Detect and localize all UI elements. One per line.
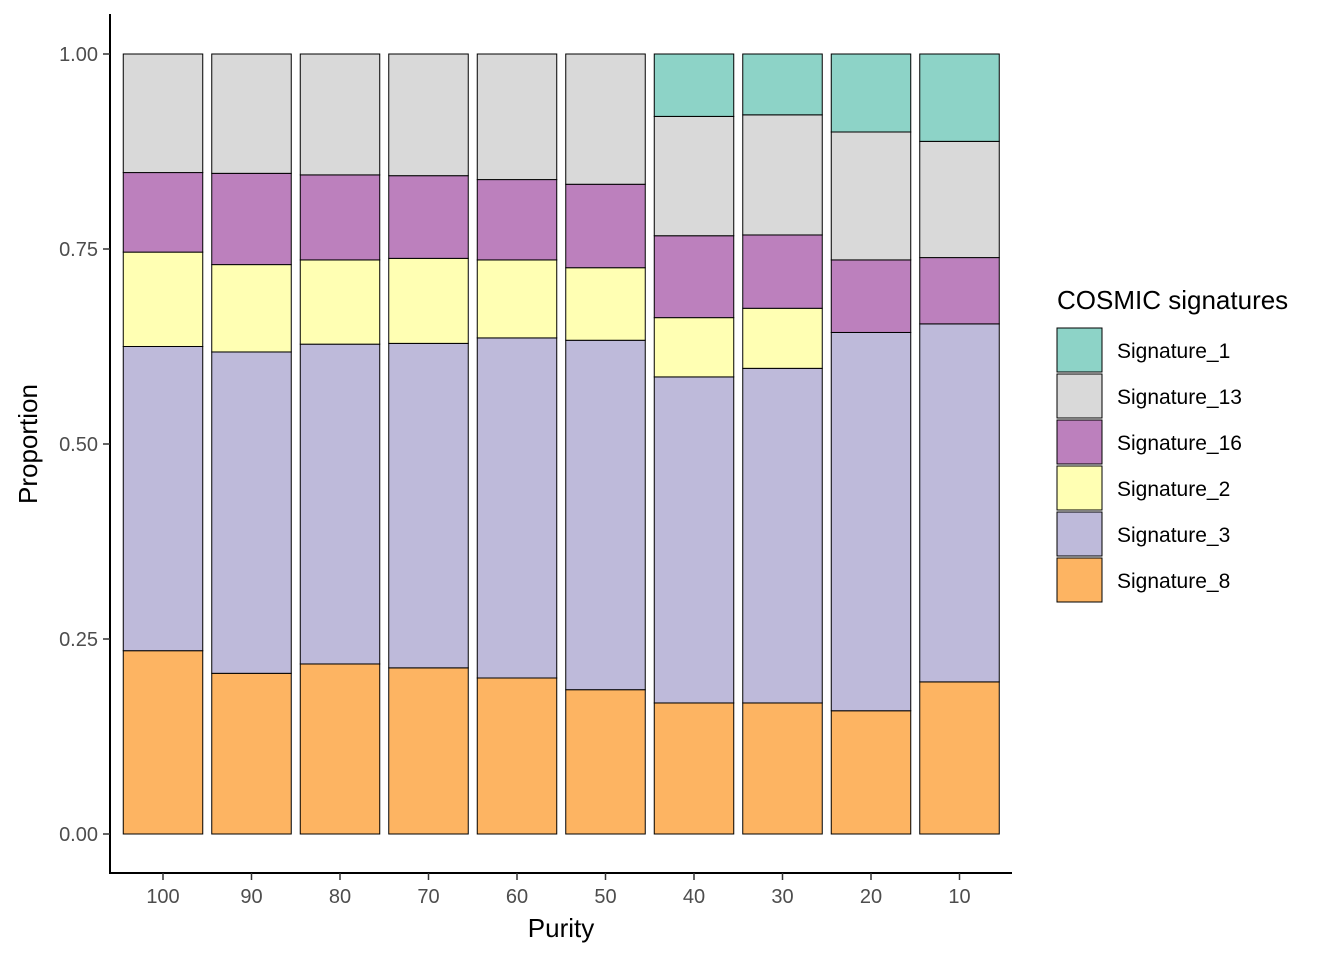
legend-key-signature-8 bbox=[1056, 557, 1103, 603]
y-tick-label: 0.50 bbox=[59, 434, 98, 456]
bar-segment-signature-16-purity-50 bbox=[565, 183, 646, 269]
bar-segment-signature-8-purity-70 bbox=[388, 667, 469, 835]
legend-key-signature-16 bbox=[1056, 419, 1103, 465]
bar-segment-signature-3-purity-30 bbox=[742, 367, 823, 704]
legend-label-signature-3: Signature_3 bbox=[1117, 524, 1230, 547]
bar-segment-signature-2-purity-100 bbox=[122, 251, 204, 347]
bar-segment-signature-2-purity-30 bbox=[742, 307, 823, 369]
y-tick-label: 0.25 bbox=[59, 629, 98, 651]
bars-layer bbox=[122, 53, 1000, 835]
x-axis-title: Purity bbox=[528, 913, 594, 943]
bar-segment-signature-13-purity-70 bbox=[388, 53, 469, 177]
y-tick-label: 0.75 bbox=[59, 239, 98, 261]
bar-segment-signature-2-purity-60 bbox=[476, 259, 558, 339]
bar-segment-signature-16-purity-90 bbox=[211, 172, 292, 266]
bar-segment-signature-16-purity-70 bbox=[388, 175, 469, 259]
y-tick-label: 1.00 bbox=[59, 44, 98, 66]
bar-segment-signature-3-purity-50 bbox=[565, 339, 646, 691]
x-tick-label: 40 bbox=[683, 886, 705, 908]
bar-segment-signature-13-purity-60 bbox=[476, 53, 558, 181]
y-ticks: 0.00 0.25 0.50 0.75 1.00 bbox=[59, 44, 110, 846]
bar-segment-signature-3-purity-10 bbox=[919, 323, 1000, 683]
bar-segment-signature-3-purity-70 bbox=[388, 342, 469, 669]
bar-segment-signature-13-purity-50 bbox=[565, 53, 646, 185]
x-ticks: 100 90 80 70 60 50 40 30 20 10 bbox=[146, 873, 971, 908]
x-tick-label: 60 bbox=[506, 886, 528, 908]
y-axis-title: Proportion bbox=[13, 384, 43, 504]
bar-segment-signature-2-purity-90 bbox=[211, 264, 292, 353]
bar-segment-signature-8-purity-60 bbox=[476, 677, 558, 835]
x-tick-label: 100 bbox=[146, 886, 179, 908]
x-tick-label: 90 bbox=[240, 886, 262, 908]
bar-segment-signature-13-purity-10 bbox=[919, 140, 1000, 259]
bar-segment-signature-8-purity-50 bbox=[565, 689, 646, 835]
bar-segment-signature-1-purity-20 bbox=[830, 53, 912, 133]
bar-segment-signature-16-purity-80 bbox=[299, 174, 381, 261]
bar-segment-signature-13-purity-20 bbox=[830, 131, 912, 261]
y-tick-label: 0.00 bbox=[59, 824, 98, 846]
bar-segment-signature-8-purity-10 bbox=[919, 681, 1000, 835]
bar-segment-signature-3-purity-90 bbox=[211, 351, 292, 674]
bar-segment-signature-13-purity-90 bbox=[211, 53, 292, 174]
x-tick-label: 30 bbox=[771, 886, 793, 908]
x-tick-label: 70 bbox=[417, 886, 439, 908]
bar-segment-signature-1-purity-40 bbox=[653, 53, 735, 117]
legend-title: COSMIC signatures bbox=[1057, 285, 1288, 315]
bar-segment-signature-2-purity-80 bbox=[299, 259, 381, 345]
bar-segment-signature-13-purity-100 bbox=[122, 53, 204, 174]
bar-segment-signature-3-purity-20 bbox=[830, 331, 912, 712]
bar-segment-signature-16-purity-10 bbox=[919, 257, 1000, 325]
bar-segment-signature-8-purity-90 bbox=[211, 672, 292, 835]
bar-segment-signature-3-purity-80 bbox=[299, 343, 381, 665]
bar-segment-signature-3-purity-100 bbox=[122, 346, 204, 652]
bar-segment-signature-2-purity-70 bbox=[388, 257, 469, 344]
legend-label-signature-8: Signature_8 bbox=[1117, 570, 1230, 593]
bar-segment-signature-13-purity-40 bbox=[653, 115, 735, 237]
legend-key-signature-3 bbox=[1056, 511, 1103, 557]
bar-segment-signature-13-purity-30 bbox=[742, 114, 823, 236]
legend: COSMIC signatures Signature_1 Signature_1… bbox=[1056, 285, 1288, 603]
bar-segment-signature-16-purity-30 bbox=[742, 234, 823, 309]
bar-segment-signature-13-purity-80 bbox=[299, 53, 381, 176]
bar-segment-signature-8-purity-30 bbox=[742, 702, 823, 835]
legend-label-signature-2: Signature_2 bbox=[1117, 478, 1230, 501]
bar-segment-signature-16-purity-60 bbox=[476, 179, 558, 261]
bar-segment-signature-8-purity-40 bbox=[653, 702, 735, 835]
bar-segment-signature-8-purity-80 bbox=[299, 663, 381, 835]
bar-segment-signature-1-purity-10 bbox=[919, 53, 1000, 142]
legend-label-signature-13: Signature_13 bbox=[1117, 386, 1242, 409]
bar-segment-signature-8-purity-100 bbox=[122, 650, 204, 835]
legend-key-signature-13 bbox=[1056, 373, 1103, 419]
legend-label-signature-1: Signature_1 bbox=[1117, 340, 1230, 363]
bar-segment-signature-2-purity-40 bbox=[653, 317, 735, 378]
legend-key-signature-1 bbox=[1056, 327, 1103, 373]
bar-segment-signature-1-purity-30 bbox=[742, 53, 823, 116]
bar-segment-signature-3-purity-40 bbox=[653, 376, 735, 704]
bar-segment-signature-2-purity-50 bbox=[565, 267, 646, 341]
x-tick-label: 10 bbox=[948, 886, 970, 908]
bar-segment-signature-16-purity-100 bbox=[122, 172, 204, 253]
x-tick-label: 50 bbox=[594, 886, 616, 908]
legend-label-signature-16: Signature_16 bbox=[1117, 432, 1242, 455]
bar-segment-signature-16-purity-20 bbox=[830, 259, 912, 333]
x-tick-label: 80 bbox=[329, 886, 351, 908]
bar-segment-signature-8-purity-20 bbox=[830, 710, 912, 835]
bar-segment-signature-3-purity-60 bbox=[476, 337, 558, 679]
bar-segment-signature-16-purity-40 bbox=[653, 235, 735, 319]
legend-key-signature-2 bbox=[1056, 465, 1103, 511]
x-tick-label: 20 bbox=[860, 886, 882, 908]
